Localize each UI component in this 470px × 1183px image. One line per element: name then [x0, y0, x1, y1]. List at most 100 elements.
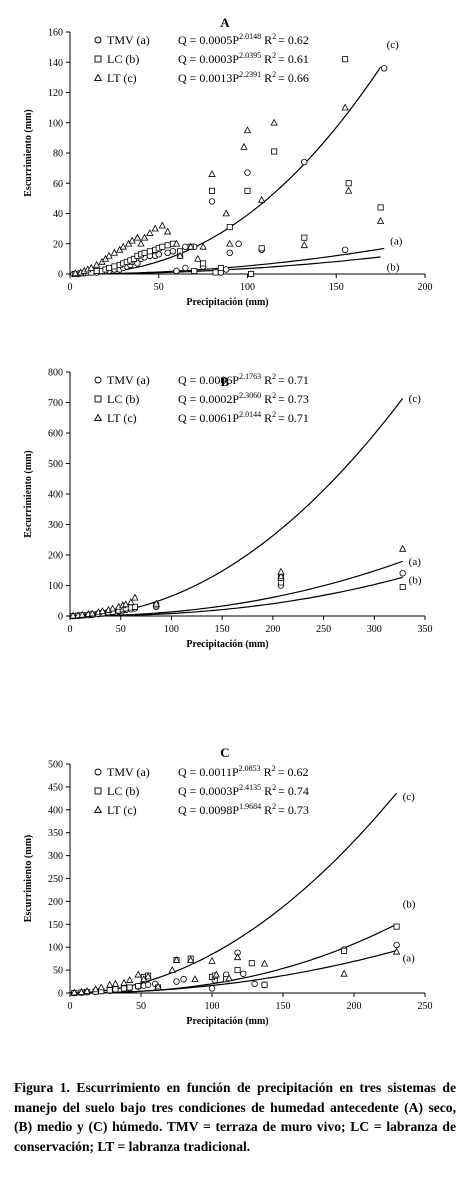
curve-label: (b) — [403, 899, 416, 911]
marker-triangle — [131, 593, 139, 601]
regression-equation: Q = 0.0098P1.9684 R2 = 0.73 — [178, 802, 309, 817]
marker-triangle — [212, 970, 220, 978]
marker-circle — [393, 941, 400, 949]
legend-marker-square — [94, 55, 102, 63]
x-tick-label: 150 — [276, 1001, 291, 1012]
marker-square — [112, 986, 119, 993]
y-tick-label: 100 — [48, 581, 63, 592]
x-tick-label: 100 — [205, 1001, 220, 1012]
curve-label: (a) — [403, 952, 416, 964]
marker-square — [126, 984, 133, 991]
marker-triangle — [277, 572, 285, 580]
marker-triangle — [151, 224, 159, 232]
equation-prefix: Q = 0.0011P — [178, 765, 239, 779]
equation-exponent: 2.2391 — [239, 70, 261, 79]
marker-circle — [208, 985, 216, 992]
x-axis-label: Precipitación (mm) — [186, 639, 268, 650]
marker-triangle — [376, 217, 385, 224]
y-tick-label: 200 — [48, 551, 63, 562]
y-axis-label: Escurrimiento (mm) — [23, 835, 34, 922]
marker-triangle — [77, 988, 86, 995]
marker-square — [130, 255, 137, 262]
y-tick-label: 120 — [48, 88, 63, 99]
regression-equation: Q = 0.0002P2.3060 R2 = 0.73 — [178, 391, 309, 406]
chart-panel-b: B 0 100 200 300 400 500 600 700 800 0 50 100 150 200 25… — [23, 368, 433, 651]
equation-exponent: 2.3060 — [239, 391, 261, 400]
marker-circle — [222, 266, 230, 273]
marker-square — [200, 260, 207, 267]
legend-label: LC (b) — [107, 784, 139, 798]
y-tick-label: 200 — [48, 897, 63, 908]
equation-prefix: Q = 0.0003P — [178, 784, 239, 798]
marker-triangle — [340, 969, 348, 977]
marker-circle — [380, 65, 388, 72]
marker-square — [248, 960, 255, 967]
equation-prefix: Q = 0.0098P — [178, 803, 239, 817]
marker-triangle — [163, 227, 172, 235]
legend-label: LT (c) — [107, 411, 137, 425]
marker-triangle — [128, 236, 136, 244]
x-axis-label: Precipitación (mm) — [186, 1016, 268, 1027]
legend-label: LT (c) — [107, 803, 137, 817]
marker-square — [244, 187, 251, 194]
r2-value: = 0.71 — [278, 373, 309, 387]
marker-square — [106, 264, 113, 271]
legend-label: LC (b) — [107, 52, 139, 66]
regression-equation: Q = 0.0061P2.0144 R2 = 0.71 — [178, 410, 309, 425]
marker-circle — [182, 243, 189, 250]
fit-curve-b — [70, 576, 403, 617]
equation-prefix: Q = 0.0005P — [178, 33, 239, 47]
marker-triangle — [226, 239, 234, 247]
equation-exponent: 2.0395 — [239, 51, 261, 60]
y-tick-label: 700 — [48, 398, 63, 409]
x-tick-label: 350 — [418, 624, 433, 635]
marker-circle — [134, 260, 141, 267]
marker-triangle — [91, 985, 100, 993]
marker-square — [341, 947, 348, 954]
legend-marker-triangle — [93, 805, 103, 814]
chart-panel-c: C 0 50 100 150 200 250 300 350 400 450 500 0 50 100 150… — [23, 745, 433, 1027]
marker-triangle — [87, 263, 95, 271]
x-tick-label: 150 — [215, 624, 230, 635]
equation-exponent: 2.1763 — [239, 372, 261, 381]
marker-square — [141, 249, 148, 256]
regression-equation: Q = 0.0013P2.2391 R2 = 0.66 — [178, 70, 309, 85]
marker-square — [393, 923, 400, 930]
legend-marker-circle — [94, 768, 102, 776]
y-tick-label: 20 — [53, 239, 63, 250]
fit-curve-a — [70, 950, 397, 994]
marker-circle — [301, 158, 308, 166]
marker-triangle — [144, 972, 152, 980]
marker-circle — [399, 570, 406, 577]
marker-triangle — [208, 170, 216, 177]
panel-label: C — [220, 745, 229, 760]
legend-marker-triangle — [93, 73, 103, 82]
r2-symbol: R — [264, 33, 272, 47]
marker-triangle — [208, 956, 216, 964]
marker-square — [208, 187, 215, 194]
r2-symbol: R — [264, 803, 272, 817]
r2-symbol: R — [264, 392, 272, 406]
marker-triangle — [168, 966, 176, 973]
marker-triangle — [191, 975, 199, 983]
regression-equation: Q = 0.0003P2.4135 R2 = 0.74 — [178, 783, 309, 798]
marker-triangle — [194, 254, 202, 262]
marker-square — [345, 180, 352, 187]
marker-circle — [173, 267, 180, 275]
x-tick-label: 0 — [68, 282, 73, 293]
x-tick-label: 50 — [116, 624, 126, 635]
marker-triangle — [97, 983, 105, 991]
r2-exponent: 2 — [272, 70, 276, 79]
regression-equation: Q = 0.0011P2.0853 R2 = 0.62 — [178, 764, 308, 779]
marker-square — [226, 224, 233, 231]
x-tick-label: 100 — [240, 282, 255, 293]
marker-triangle — [345, 186, 353, 194]
x-tick-label: 0 — [68, 1001, 73, 1012]
equation-prefix: Q = 0.0061P — [178, 411, 239, 425]
y-tick-label: 300 — [48, 520, 63, 531]
marker-triangle — [122, 600, 130, 608]
x-tick-label: 0 — [68, 624, 73, 635]
chart-panel-a: A 0 20 40 60 80 100 120 140 160 0 50 100 150 200 Precip… — [23, 15, 433, 308]
marker-triangle — [154, 982, 162, 990]
y-axis-label: Escurrimiento (mm) — [23, 450, 34, 537]
